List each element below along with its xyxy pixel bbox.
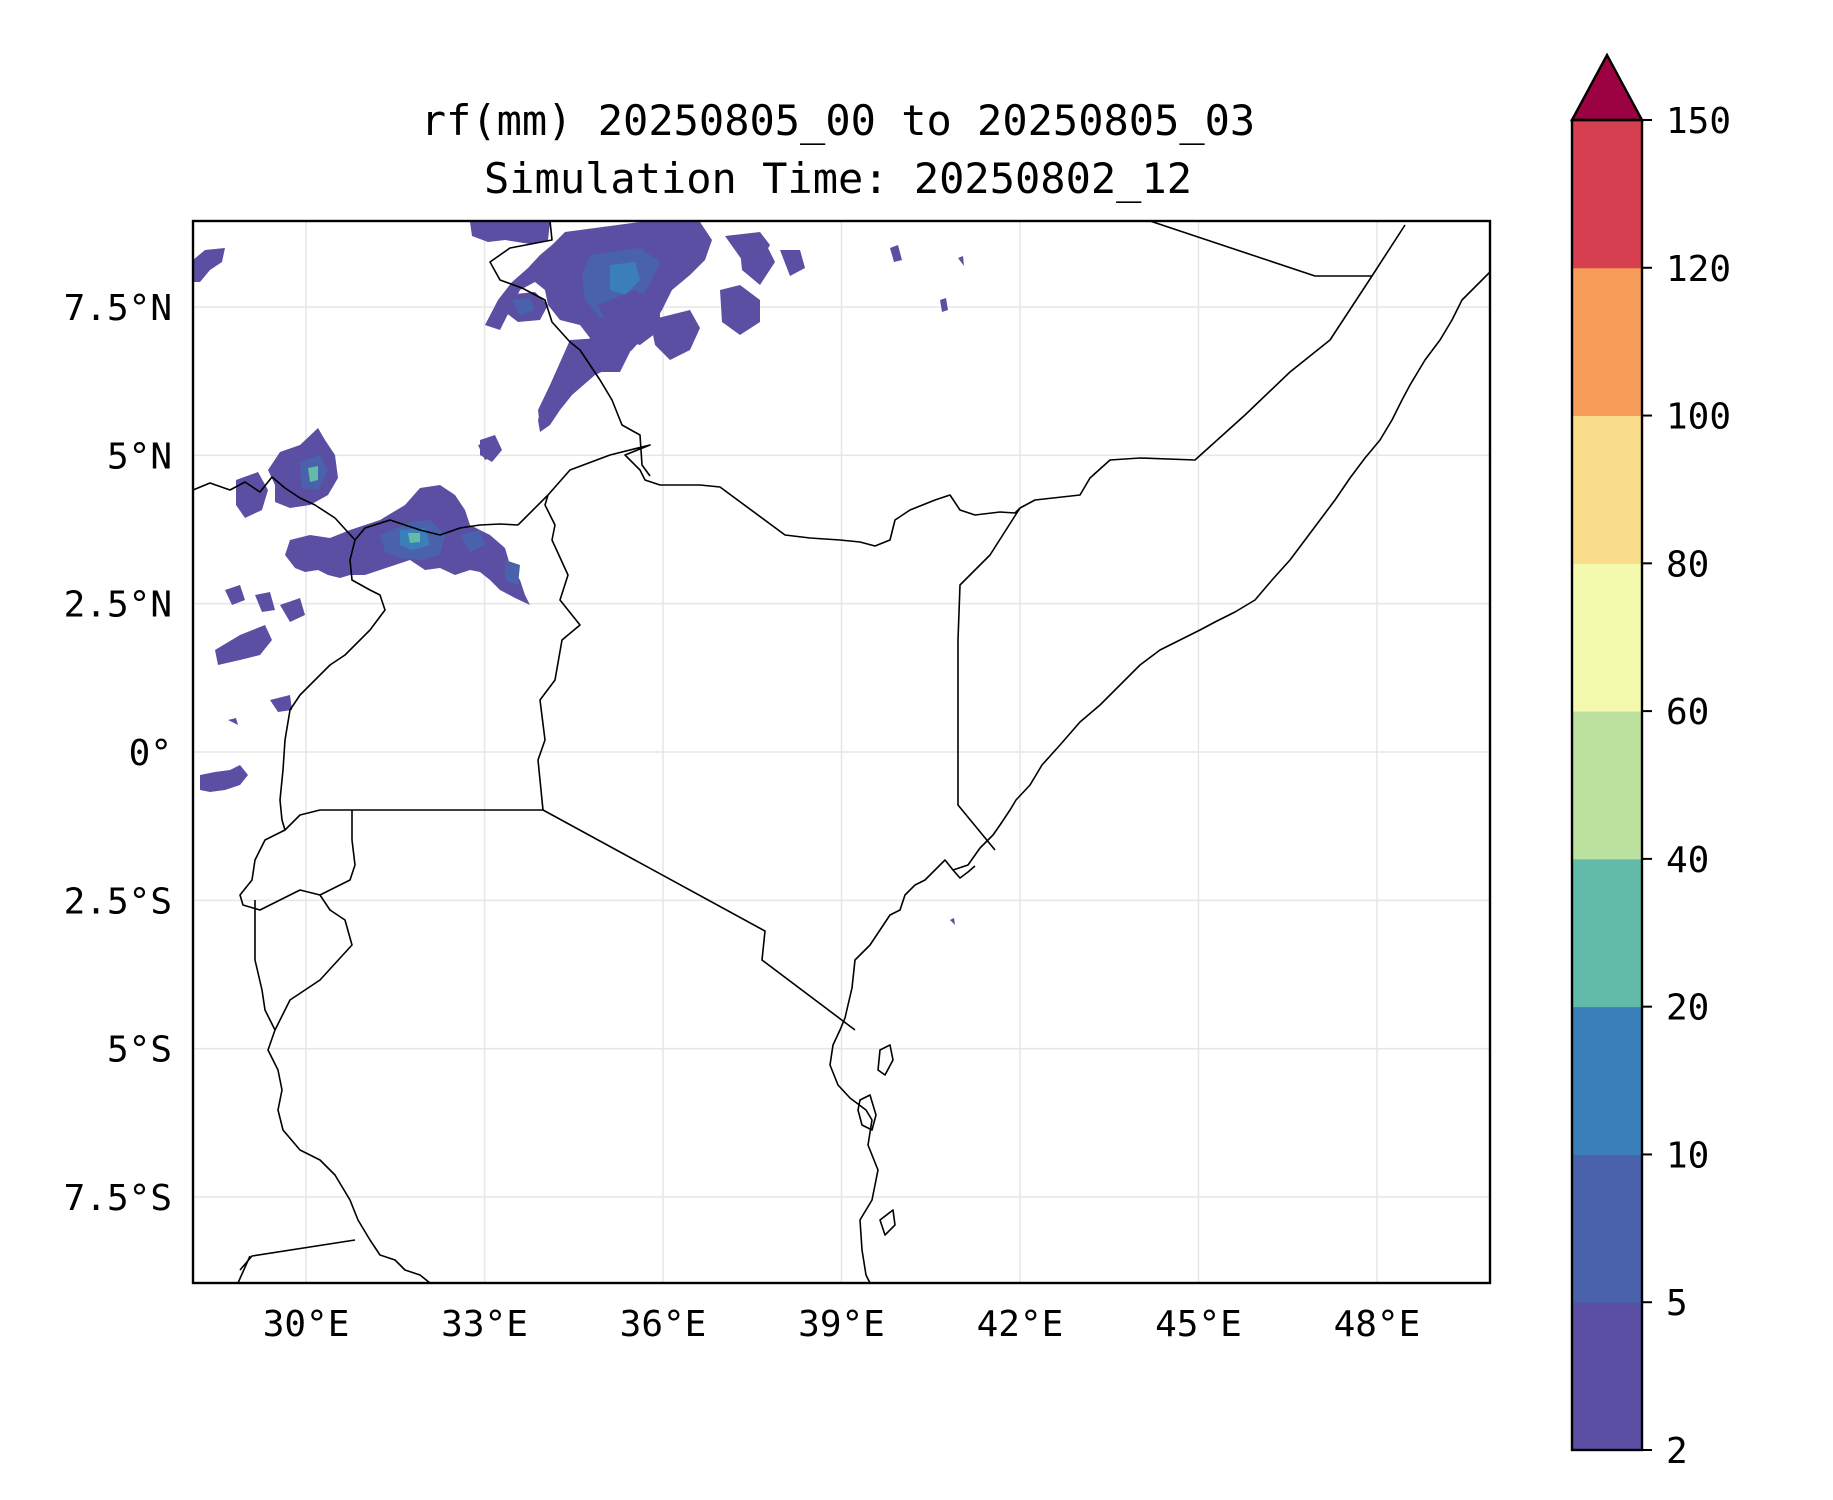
colorbar-tick-label: 120 xyxy=(1666,249,1731,290)
colorbar-segment xyxy=(1572,563,1642,712)
lake-tanganyika-shore xyxy=(267,1029,431,1283)
colorbar-segment xyxy=(1572,415,1642,564)
colorbar-tick-label: 5 xyxy=(1666,1283,1688,1324)
map-panel: 7.5°N 5°N 2.5°N 0° 2.5°S 5°S 7.5°S 30°E 33°E 36°… xyxy=(64,219,1492,1345)
mafia-island xyxy=(879,1209,896,1236)
lon-tick-label: 45°E xyxy=(1155,1304,1242,1345)
rainfall-field xyxy=(193,222,964,925)
lon-tick-label: 48°E xyxy=(1334,1304,1421,1345)
lat-tick-label: 2.5°N xyxy=(64,585,172,626)
zambia-border-tail xyxy=(237,1255,251,1283)
lon-tick-label: 42°E xyxy=(977,1304,1064,1345)
uganda-western-border xyxy=(279,539,386,831)
tanzania-zambia-border xyxy=(239,1239,356,1271)
colorbar-segment xyxy=(1572,1154,1642,1303)
south-sudan-ethiopia-border xyxy=(489,221,651,477)
kenya-ethiopia-border xyxy=(517,444,1021,547)
rwanda-burundi-borders xyxy=(239,810,356,911)
rainfall-area xyxy=(200,765,248,792)
colorbar-segment xyxy=(1572,1302,1642,1451)
lon-tick-label: 39°E xyxy=(798,1304,885,1345)
gridlines xyxy=(193,221,1490,1283)
rainfall-area xyxy=(720,285,760,335)
ethiopia-north-border xyxy=(1149,221,1372,277)
coastline xyxy=(829,271,1490,1283)
rainfall-area xyxy=(308,466,318,482)
rainfall-area xyxy=(485,222,712,432)
colorbar-segment xyxy=(1572,711,1642,860)
longitude-tick-labels: 30°E 33°E 36°E 39°E 42°E 45°E 48°E xyxy=(263,1304,1421,1345)
lat-tick-label: 0° xyxy=(129,733,172,774)
rainfall-area xyxy=(280,598,305,622)
colorbar-extend-arrow xyxy=(1569,52,1645,122)
rainfall-area xyxy=(512,298,535,316)
rainfall-area xyxy=(890,245,902,262)
colorbar-segment xyxy=(1572,120,1642,269)
rainfall-area xyxy=(610,262,640,295)
colorbar-segment xyxy=(1572,1006,1642,1155)
rainfall-area xyxy=(225,585,245,605)
lat-tick-label: 2.5°S xyxy=(64,881,172,922)
rainfall-area xyxy=(460,530,485,552)
rainfall-area xyxy=(228,718,238,725)
colorbar-tick-label: 150 xyxy=(1666,101,1731,142)
lat-tick-label: 7.5°N xyxy=(64,288,172,329)
pemba-island xyxy=(877,1044,894,1076)
lon-tick-label: 30°E xyxy=(263,1304,350,1345)
ethiopia-somalia-border xyxy=(1019,224,1406,509)
colorbar-tick-label: 100 xyxy=(1666,397,1731,438)
rainfall-area xyxy=(270,695,292,712)
tanzania-western-border xyxy=(254,894,353,1031)
uganda-northern-border xyxy=(193,476,519,541)
colorbar: 2 5 10 20 40 60 80 100 120 150 xyxy=(1569,52,1731,1472)
rainfall-area xyxy=(478,442,495,460)
rainfall-area xyxy=(255,592,275,612)
kenya-tanzania-border xyxy=(542,809,856,1031)
colorbar-segment xyxy=(1572,858,1642,1008)
rainfall-area xyxy=(538,338,600,428)
lat-tick-label: 5°S xyxy=(107,1030,172,1071)
zanzibar-island xyxy=(857,1094,877,1131)
country-borders xyxy=(193,221,1490,1283)
title-line-2: Simulation Time: 20250802_12 xyxy=(484,154,1192,203)
rainfall-area xyxy=(215,625,272,665)
latitude-tick-labels: 7.5°N 5°N 2.5°N 0° 2.5°S 5°S 7.5°S xyxy=(64,288,172,1219)
lon-tick-label: 33°E xyxy=(441,1304,528,1345)
rainfall-area xyxy=(470,222,550,244)
colorbar-frame xyxy=(1570,118,1644,1452)
lake-victoria-outline xyxy=(352,494,581,811)
kenya-somalia-border xyxy=(957,507,1021,851)
title-line-1: rf(mm) 20250805_00 to 20250805_03 xyxy=(421,96,1255,145)
colorbar-tick-label: 60 xyxy=(1666,692,1709,733)
rainfall-area xyxy=(650,310,700,360)
rainfall-area xyxy=(780,250,805,276)
map-frame xyxy=(191,219,1492,1285)
rainfall-area xyxy=(598,340,630,372)
lon-tick-label: 36°E xyxy=(620,1304,707,1345)
rainfall-area xyxy=(236,472,268,518)
rainfall-area xyxy=(598,290,660,345)
lamu-archipelago xyxy=(952,865,976,879)
colorbar-tick-label: 10 xyxy=(1666,1135,1709,1176)
colorbar-tick-label: 2 xyxy=(1666,1431,1688,1472)
colorbar-tick-label: 80 xyxy=(1666,544,1709,585)
rainfall-area xyxy=(670,222,705,258)
rainfall-area xyxy=(408,533,420,543)
lat-tick-label: 5°N xyxy=(107,436,172,477)
colorbar-segment xyxy=(1572,267,1642,417)
colorbar-tick-label: 40 xyxy=(1666,840,1709,881)
rainfall-area xyxy=(940,298,948,312)
rainfall-area xyxy=(950,918,955,925)
rainfall-area xyxy=(958,256,964,266)
rainfall-area xyxy=(193,248,225,282)
rainfall-area xyxy=(505,560,520,585)
rainfall-area xyxy=(740,242,775,285)
colorbar-tick-label: 20 xyxy=(1666,988,1709,1029)
lat-tick-label: 7.5°S xyxy=(64,1178,172,1219)
